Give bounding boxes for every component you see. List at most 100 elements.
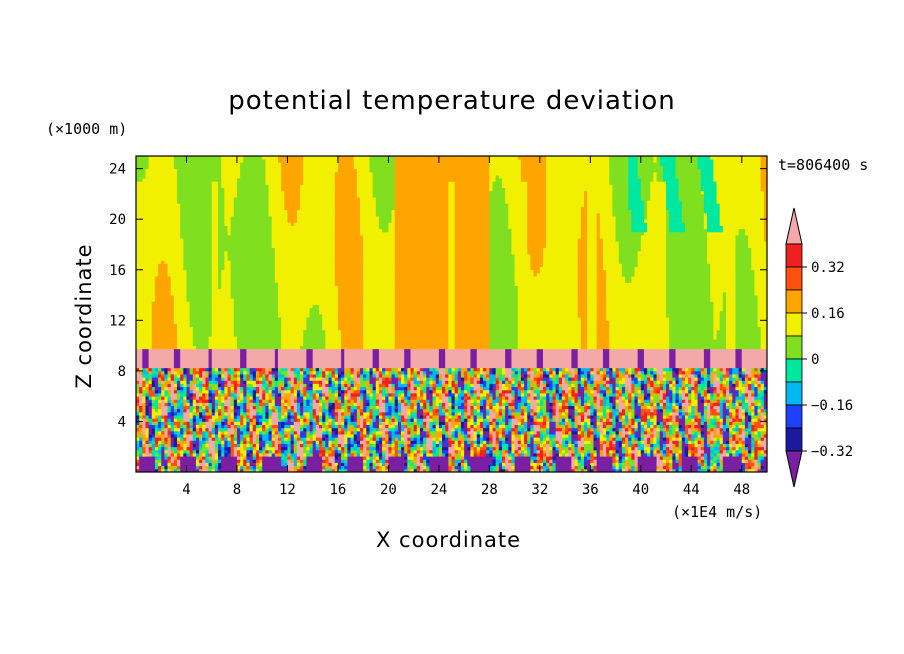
- heatmap-cell: [372, 468, 377, 472]
- heatmap-cell: [703, 437, 708, 441]
- heatmap-cell: [167, 396, 172, 400]
- heatmap-cell: [170, 408, 175, 413]
- heatmap-cell: [470, 449, 474, 454]
- heatmap-cell: [536, 393, 541, 397]
- heatmap-cell: [404, 449, 408, 454]
- heatmap-cell: [372, 459, 377, 463]
- heatmap-cell: [574, 453, 579, 457]
- heatmap-cell: [435, 427, 440, 432]
- heatmap-cell: [672, 468, 676, 472]
- heatmap-cell: [423, 462, 427, 467]
- heatmap-cell: [161, 462, 165, 467]
- heatmap-cell: [593, 408, 598, 413]
- heatmap-cell: [483, 402, 487, 407]
- heatmap-cell: [325, 424, 329, 429]
- heatmap-cell: [565, 465, 569, 470]
- heatmap-cell: [643, 453, 648, 457]
- heatmap-cell: [246, 456, 250, 460]
- heatmap-cell: [356, 427, 361, 432]
- heatmap-cell: [476, 440, 481, 444]
- heatmap-cell: [754, 459, 758, 463]
- heatmap-cell: [438, 427, 443, 432]
- heatmap-cell: [322, 411, 326, 416]
- heatmap-cell: [580, 396, 585, 400]
- heatmap-cell: [259, 437, 263, 441]
- heatmap-cell: [615, 443, 620, 448]
- heatmap-cell: [189, 405, 194, 410]
- heatmap-cell: [637, 427, 642, 432]
- heatmap-cell: [669, 399, 673, 403]
- heatmap-cell: [356, 430, 361, 435]
- heatmap-cell: [243, 459, 247, 463]
- heatmap-cell: [618, 465, 623, 470]
- heatmap-cell: [524, 456, 528, 460]
- heatmap-cell: [240, 405, 244, 410]
- heatmap-cell: [454, 402, 459, 407]
- heatmap-cell: [700, 449, 705, 454]
- heatmap-cell: [688, 421, 692, 425]
- heatmap-cell: [707, 405, 711, 410]
- heatmap-cell: [492, 421, 497, 425]
- heatmap-cell: [558, 411, 563, 416]
- heatmap-cell: [596, 411, 601, 416]
- heatmap-cell: [501, 408, 506, 413]
- heatmap-cell: [318, 453, 323, 457]
- heatmap-cell: [416, 399, 421, 403]
- heatmap-cell: [710, 396, 714, 400]
- heatmap-cell: [539, 415, 544, 419]
- heatmap-cell: [590, 411, 594, 416]
- heatmap-cell: [615, 408, 620, 413]
- heatmap-cell: [183, 405, 187, 410]
- heatmap-cell: [511, 459, 515, 463]
- heatmap-cell: [259, 408, 263, 413]
- heatmap-cell: [312, 453, 317, 457]
- heatmap-cell: [249, 453, 254, 457]
- heatmap-cell: [675, 443, 680, 448]
- heatmap-cell: [514, 405, 519, 410]
- heatmap-cell: [552, 421, 557, 425]
- heatmap-cell: [360, 437, 364, 441]
- heatmap-cell: [460, 424, 465, 429]
- heatmap-cell: [524, 459, 528, 463]
- heatmap-cell: [555, 411, 560, 416]
- heatmap-cell: [757, 465, 762, 470]
- heatmap-cell: [274, 396, 279, 400]
- heatmap-cell: [281, 427, 285, 432]
- heatmap-cell: [536, 462, 541, 467]
- heatmap-cell: [205, 465, 209, 470]
- heatmap-cell: [211, 424, 216, 429]
- heatmap-cell: [713, 424, 717, 429]
- heatmap-cell: [315, 465, 320, 470]
- heatmap-cell: [274, 402, 279, 407]
- heatmap-cell: [192, 396, 197, 400]
- heatmap-cell: [161, 418, 165, 422]
- heatmap-cell: [565, 468, 569, 472]
- heatmap-cell: [659, 465, 664, 470]
- heatmap-cell: [650, 421, 654, 425]
- heatmap-cell: [489, 402, 493, 407]
- heatmap-cell: [290, 430, 295, 435]
- heatmap-cell: [684, 399, 689, 403]
- heatmap-cell: [243, 393, 247, 397]
- heatmap-cell: [672, 462, 676, 467]
- heatmap-cell: [404, 459, 408, 463]
- heatmap-cell: [442, 415, 446, 419]
- heatmap-cell: [382, 427, 386, 432]
- heatmap-cell: [577, 424, 582, 429]
- heatmap-cell: [590, 396, 594, 400]
- heatmap-cell: [322, 434, 326, 438]
- heatmap-cell: [136, 440, 140, 444]
- heatmap-cell: [590, 393, 594, 397]
- heatmap-cell: [625, 449, 629, 454]
- heatmap-cell: [738, 408, 743, 413]
- heatmap-cell: [514, 434, 519, 438]
- heatmap-cell: [473, 443, 478, 448]
- heatmap-cell: [662, 408, 667, 413]
- heatmap-cell: [596, 399, 601, 403]
- heatmap-cell: [741, 427, 746, 432]
- heatmap-cell: [318, 408, 323, 413]
- heatmap-cell: [318, 418, 323, 422]
- heatmap-cell: [517, 393, 522, 397]
- heatmap-cell: [584, 465, 588, 470]
- heatmap-cell: [486, 434, 490, 438]
